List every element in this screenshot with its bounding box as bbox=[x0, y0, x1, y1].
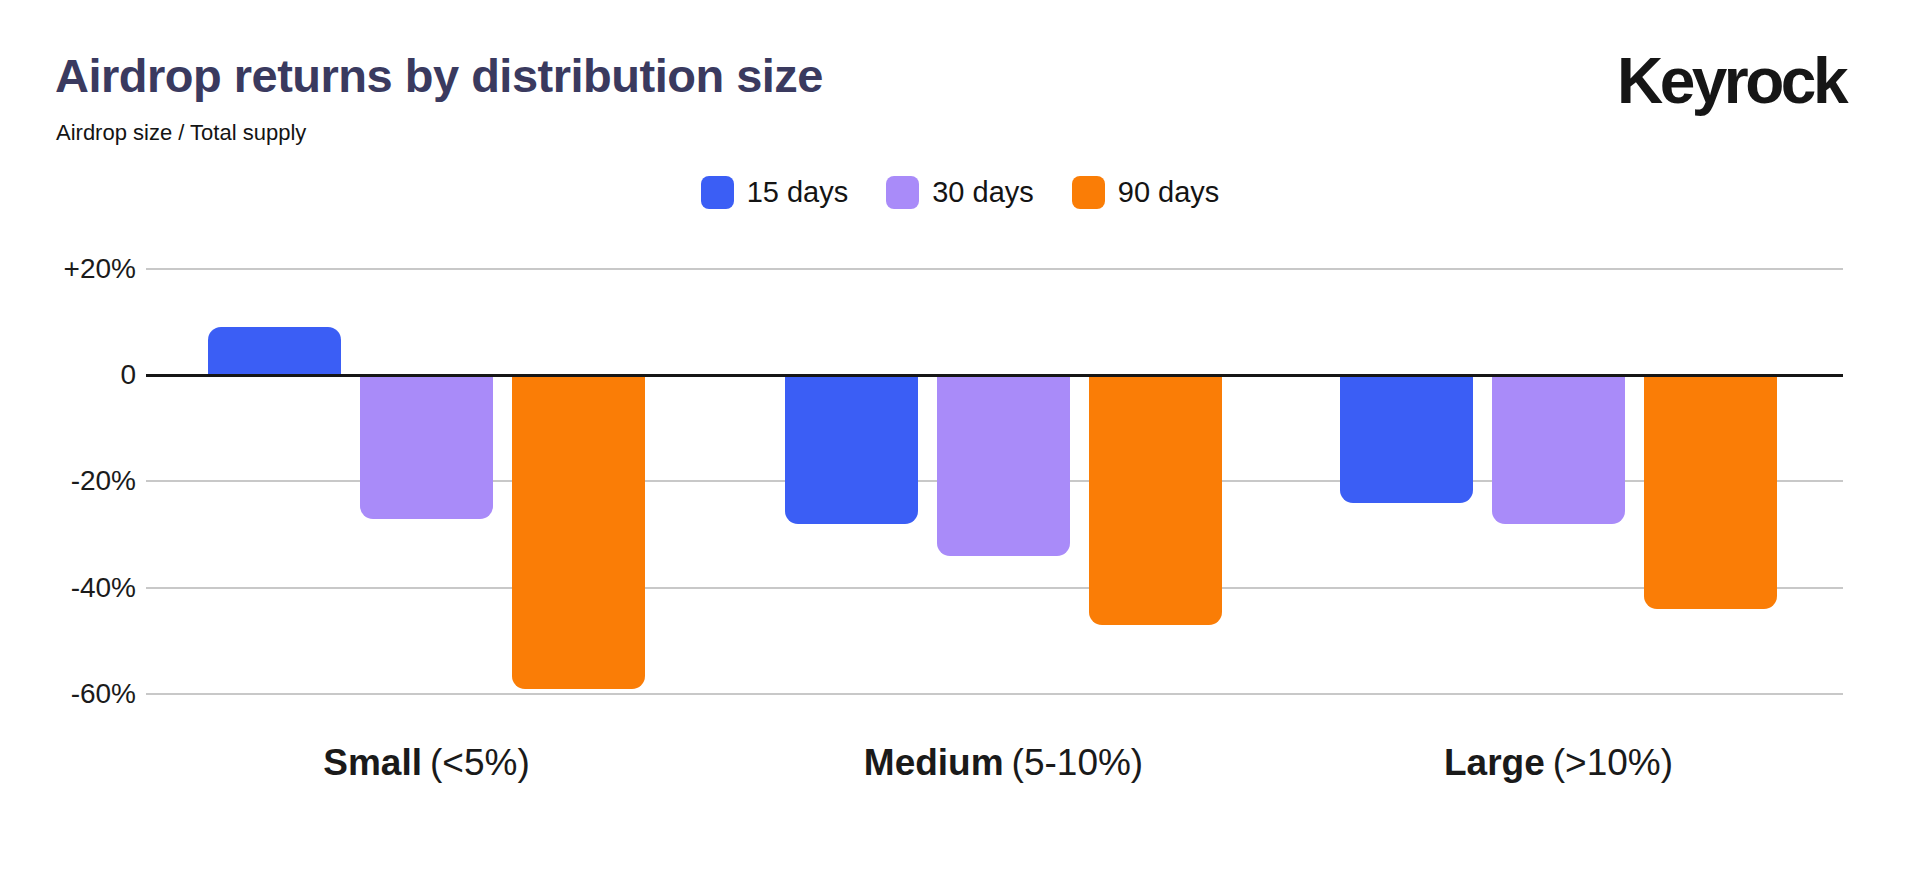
zero-axis-line bbox=[146, 374, 1843, 377]
category-qualifier: (<5%) bbox=[430, 742, 530, 783]
y-axis-label--20%: -20% bbox=[0, 463, 136, 499]
y-axis-label--60%: -60% bbox=[0, 676, 136, 712]
gridline-+20% bbox=[146, 268, 1843, 270]
bar-small-90-days bbox=[512, 375, 645, 689]
bar-chart: +20% 0 -20% -40% -60% Small(<5%) Medium(5-10%)… bbox=[0, 0, 1920, 875]
bar-small-30-days bbox=[360, 375, 493, 519]
bar-large-15-days bbox=[1340, 375, 1473, 503]
category-qualifier: (>10%) bbox=[1553, 742, 1673, 783]
bar-large-30-days bbox=[1492, 375, 1625, 524]
category-name: Small bbox=[323, 742, 422, 783]
category-name: Large bbox=[1444, 742, 1545, 783]
infographic-canvas: Airdrop returns by distribution size Air… bbox=[0, 0, 1920, 875]
y-axis-label-+20%: +20% bbox=[0, 251, 136, 287]
bar-small-15-days bbox=[208, 327, 341, 375]
category-label-small: Small(<5%) bbox=[323, 740, 529, 786]
category-qualifier: (5-10%) bbox=[1012, 742, 1144, 783]
bar-medium-15-days bbox=[785, 375, 918, 524]
bar-medium-90-days bbox=[1089, 375, 1222, 625]
category-name: Medium bbox=[864, 742, 1004, 783]
gridline--60% bbox=[146, 693, 1843, 695]
gridline--40% bbox=[146, 587, 1843, 589]
y-axis-label--40%: -40% bbox=[0, 570, 136, 606]
bar-medium-30-days bbox=[937, 375, 1070, 556]
category-label-large: Large(>10%) bbox=[1444, 740, 1673, 786]
bar-large-90-days bbox=[1644, 375, 1777, 609]
category-label-medium: Medium(5-10%) bbox=[864, 740, 1143, 786]
y-axis-label-0: 0 bbox=[0, 357, 136, 393]
